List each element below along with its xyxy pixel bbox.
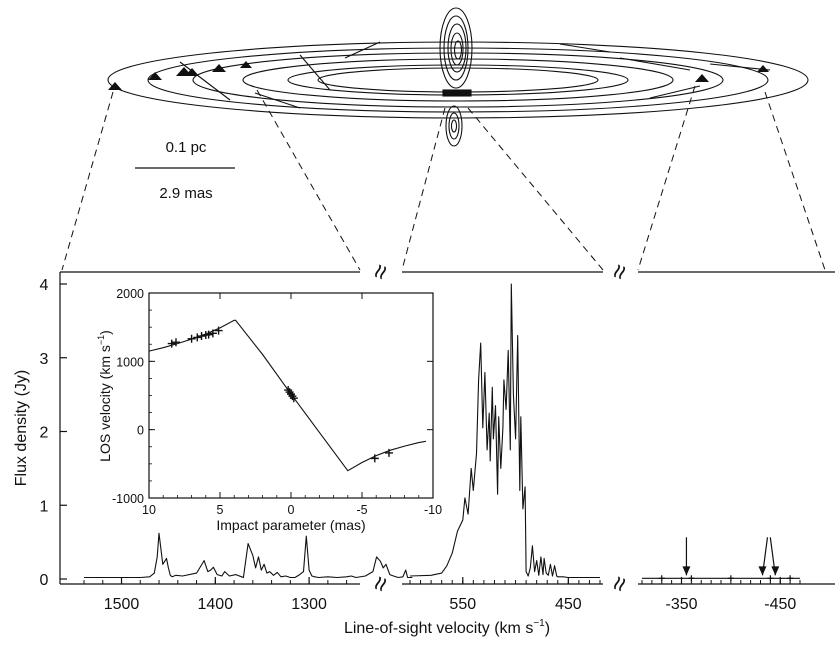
inset-x-tick-label: 10 [142, 503, 156, 517]
disk-spoke [179, 41, 771, 109]
x-tick-label: 450 [555, 596, 582, 613]
y-axis-title: Flux density (Jy) [13, 370, 30, 486]
inset-y-tick-label: 0 [137, 424, 144, 438]
inset-data-point [214, 326, 223, 335]
maser-triangles [108, 61, 769, 90]
inset-model-line [148, 319, 426, 472]
inset-data-point [197, 332, 206, 341]
y-tick-label: 3 [40, 351, 49, 368]
jet-contours [439, 7, 473, 147]
inset-data-point [171, 338, 180, 347]
baseline-point [658, 575, 665, 582]
x-tick-label: 550 [449, 596, 476, 613]
axis-break-glyph: ≈ [603, 260, 636, 284]
scale-bar: 0.1 pc 2.9 mas [135, 139, 235, 202]
y-tick-label: 0 [40, 572, 49, 589]
x-tick-label: -450 [764, 596, 796, 613]
feature-arrowhead [771, 566, 780, 576]
y-axis-ticks: 0 1 2 3 4 [40, 277, 67, 589]
systemic-masers [442, 89, 472, 97]
y-tick-label: 2 [40, 425, 49, 442]
blueshifted-markers [658, 537, 794, 582]
inset-y-axis-title-text: LOS velocity (km s [97, 345, 113, 462]
inset-x-tick-label: -10 [424, 503, 442, 517]
inset-x-ticks: 10 5 0 -5 -10 [142, 293, 442, 517]
spectrum-systemic [409, 283, 600, 579]
baseline-point [787, 575, 794, 582]
x-axis-title-text: Line-of-sight velocity (km s [344, 620, 533, 637]
inset-x-axis-title: Impact parameter (mas) [216, 517, 365, 533]
x-axis-title-close: ) [545, 620, 550, 637]
inset-data-point [289, 394, 298, 403]
baseline-point [727, 575, 734, 582]
x-axis-title-sup: −1 [533, 618, 545, 629]
x-tick-label: 1300 [291, 596, 327, 613]
inset-data-point [193, 333, 202, 342]
disk-ring-3 [192, 52, 724, 108]
scale-bar-pc-label: 0.1 pc [166, 139, 207, 156]
x-axis-title: Line-of-sight velocity (km s−1) [344, 618, 550, 637]
disk-diagram [107, 7, 809, 147]
plot-frame [59, 271, 835, 585]
y-tick-label: 1 [40, 498, 49, 515]
inset-model-curve [148, 319, 426, 472]
baseline-point [767, 575, 774, 582]
inset-x-tick-label: 0 [288, 503, 295, 517]
feature-arrowhead [758, 566, 767, 576]
y-tick-label: 4 [40, 277, 49, 294]
x-tick-label: 1400 [198, 596, 234, 613]
x-tick-label: -350 [665, 596, 697, 613]
inset-data-point [384, 448, 393, 457]
inset-x-tick-label: 5 [217, 503, 224, 517]
inset-data-point [204, 330, 213, 339]
inset-data-point [187, 334, 196, 343]
inset-x-tick-label: -5 [356, 503, 367, 517]
x-axis-ticks: 1500 1400 1300 550 450 -350 -450 [83, 577, 801, 613]
inset-data-point [208, 329, 217, 338]
axis-break-glyph: ≈ [603, 572, 636, 596]
inset-y-ticks: -1000 0 1000 2000 [112, 287, 433, 506]
inset-data-points [167, 326, 393, 463]
spectrum-lines [84, 283, 800, 579]
x-tick-label: 1500 [104, 596, 140, 613]
inset-data-point [370, 454, 379, 463]
inset-y-axis-title-close: ) [97, 330, 113, 335]
spectrum-redshifted [84, 532, 413, 579]
projection-lines [61, 85, 826, 271]
axis-break-glyph: ≈ [364, 260, 397, 284]
inset-y-tick-label: 2000 [116, 287, 144, 301]
inset-y-tick-label: -1000 [112, 492, 144, 506]
inset-y-tick-label: 1000 [116, 355, 144, 369]
scale-bar-mas-label: 2.9 mas [159, 185, 212, 202]
inset-data-point [167, 339, 176, 348]
inset-plot: -1000 0 1000 2000 10 5 0 -5 -10 Impact paramete… [96, 287, 442, 533]
inset-y-axis-title: LOS velocity (km s−1) [96, 330, 113, 462]
feature-arrowhead [682, 566, 691, 576]
inset-y-axis-title-sup: −1 [96, 335, 106, 345]
baseline-point [688, 575, 695, 582]
